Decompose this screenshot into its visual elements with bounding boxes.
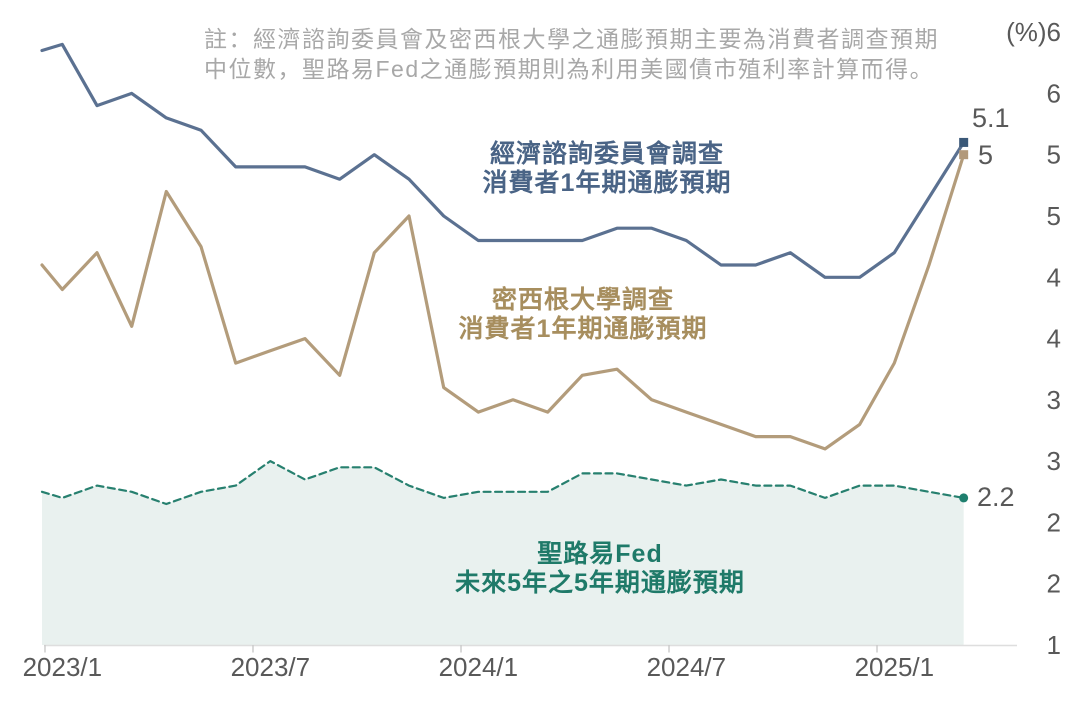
series-label-conference-board: 經濟諮詢委員會調查 消費者1年期通膨預期 [437,140,777,198]
y-tick-label: 5 [1047,201,1061,231]
y-tick-label: 4 [1047,262,1061,292]
x-tick-label: 2023/1 [23,652,103,682]
y-tick-label: 2 [1047,569,1061,599]
stlouis-fed-5y5y-forward-end-marker [959,493,969,503]
michigan-survey-end-marker [959,150,969,160]
end-value-label-michigan: 5 [978,140,994,170]
michigan-survey-line [40,153,966,451]
x-tick-label: 2025/1 [855,652,935,682]
series-label-michigan: 密西根大學調查 消費者1年期通膨預期 [413,286,753,344]
y-tick-label: 4 [1047,324,1061,354]
series-label-stlouis-fed-line2: 未來5年之5年期通膨預期 [455,569,745,597]
conference-board-survey-end-marker [959,137,969,147]
series-label-stlouis-fed-line1: 聖路易Fed [537,540,663,568]
series-label-conference-board-line2: 消費者1年期通膨預期 [482,169,732,197]
y-tick-label: 5 [1047,140,1061,170]
x-tick-label: 2024/7 [647,652,727,682]
end-value-label-stlouis-fed: 2.2 [977,482,1015,512]
x-tick-label: 2023/7 [231,652,311,682]
conference-board-survey-line [40,42,966,279]
chart-note-line2: 中位數，聖路易Fed之通膨預期則為利用美國債市殖利率計算而得。 [204,56,935,82]
y-tick-label: 1 [1047,630,1061,660]
series-label-conference-board-line1: 經濟諮詢委員會調查 [489,140,724,168]
y-tick-label: 6 [1047,78,1061,108]
y-tick-label: 3 [1047,385,1061,415]
stlouis-fed-5y5y-forward-area [42,461,964,645]
chart-note-line1: 註：經濟諮詢委員會及密西根大學之通膨預期主要為消費者調查預期 [204,26,939,52]
y-tick-label: 2 [1047,507,1061,537]
end-value-label-conference-board: 5.1 [972,103,1010,133]
stlouis-fed-5y5y-forward-line [40,460,965,506]
series-label-stlouis-fed: 聖路易Fed 未來5年之5年期通膨預期 [430,540,770,598]
chart-note: 註：經濟諮詢委員會及密西根大學之通膨預期主要為消費者調查預期 中位數，聖路易Fe… [204,24,939,84]
series-label-michigan-line2: 消費者1年期通膨預期 [458,315,708,343]
x-tick-label: 2024/1 [439,652,519,682]
series-label-michigan-line1: 密西根大學調查 [491,286,674,314]
y-tick-label: (%)6 [1006,17,1061,47]
y-tick-label: 3 [1047,446,1061,476]
